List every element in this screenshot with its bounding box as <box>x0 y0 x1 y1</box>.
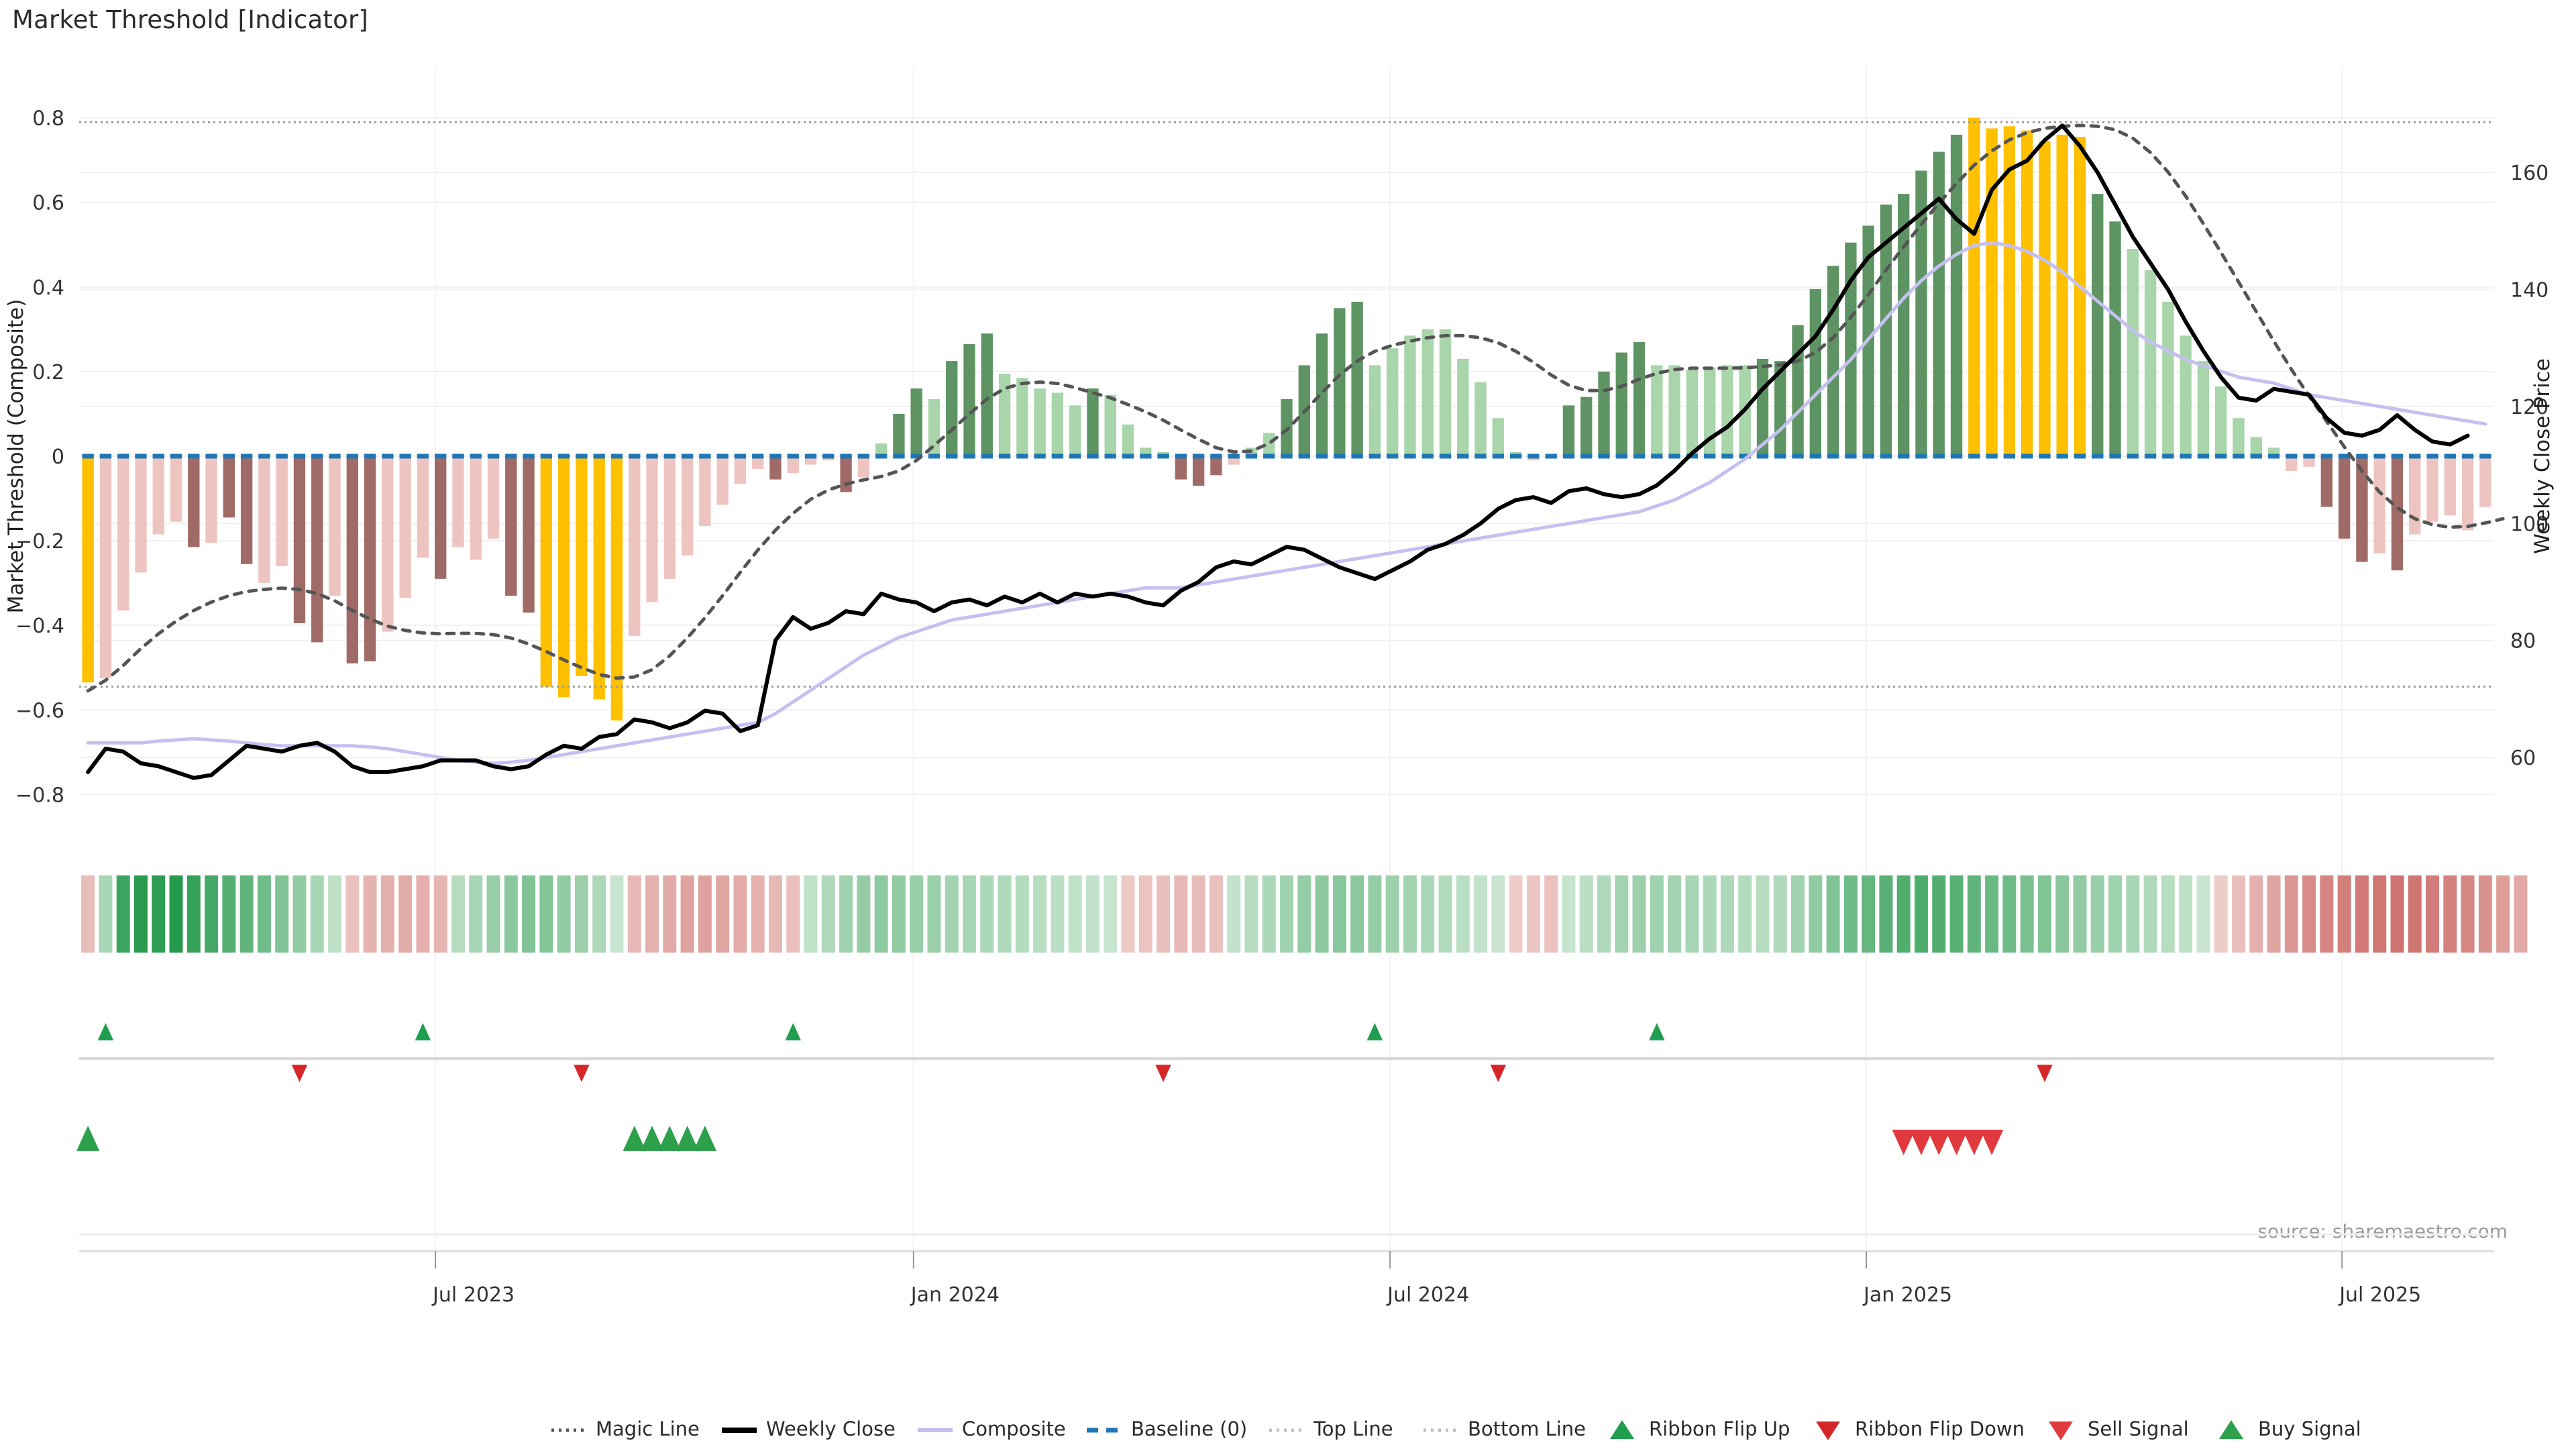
legend-label: Sell Signal <box>2088 1417 2189 1440</box>
legend-item[interactable]: Buy Signal <box>2219 1417 2361 1440</box>
y-axis-left-tick: 0 <box>52 445 64 469</box>
y-axis-left-tick: 0.6 <box>32 192 64 215</box>
legend-item[interactable]: Sell Signal <box>2049 1417 2189 1440</box>
ribbon-flip-down-marker <box>2037 1065 2053 1082</box>
magic-line-series <box>86 123 2505 693</box>
signal-markers <box>76 1023 2053 1155</box>
axes-labels: 0.8 0.6 0.4 0.2 0 −0.2 −0.4 −0.6 −0.8 160 140 120 10… <box>4 107 2555 1307</box>
buy-signal-marker <box>640 1126 664 1151</box>
y-axis-left-tick: 0.8 <box>32 107 64 131</box>
ribbon-flip-down-marker <box>1155 1065 1171 1082</box>
legend-item[interactable]: Top Line <box>1269 1417 1393 1440</box>
ribbon-flip-down-marker <box>1490 1065 1507 1082</box>
composite-bars <box>82 117 2491 721</box>
chart-legend: Magic Line Weekly Close Composite Baseline … <box>551 1417 2361 1440</box>
legend-triangle-up-icon <box>2219 1420 2243 1439</box>
sell-signal-marker <box>1945 1130 1968 1155</box>
sell-signal-marker <box>1892 1130 1915 1155</box>
legend-item[interactable]: Ribbon Flip Up <box>1610 1417 1790 1440</box>
y-axis-left-tick: −0.6 <box>15 699 64 722</box>
ribbon-flip-up-marker <box>785 1023 801 1040</box>
composite-line-series <box>86 241 2487 765</box>
ribbon-flip-up-marker <box>1366 1023 1383 1040</box>
x-axis-tick: Jan 2025 <box>1862 1283 1952 1307</box>
source-attribution: source: sharemaestro.com <box>79 1220 2508 1242</box>
legend-label: Bottom Line <box>1468 1417 1586 1440</box>
y-axis-right-tick: 100 <box>2510 513 2548 536</box>
buy-signal-marker <box>658 1126 682 1151</box>
sell-signal-marker <box>1909 1130 1933 1155</box>
ribbon-flip-up-marker <box>97 1023 114 1040</box>
y-axis-right-tick: 80 <box>2510 630 2536 653</box>
y-axis-left-title: Market Threshold (Composite) <box>4 299 28 614</box>
sell-signal-marker <box>1962 1130 1986 1155</box>
y-axis-left-tick: −0.8 <box>15 784 64 807</box>
legend-triangle-down-icon <box>1816 1421 1840 1440</box>
page-title: Market Threshold [Indicator] <box>12 5 369 34</box>
x-axis-tick: Jul 2023 <box>431 1283 515 1307</box>
ribbon-flip-up-marker <box>1649 1023 1665 1040</box>
weekly-close-series <box>86 123 2470 780</box>
legend-label: Magic Line <box>596 1417 700 1440</box>
legend-label: Ribbon Flip Up <box>1649 1417 1790 1440</box>
y-axis-left-tick: 0.4 <box>32 276 64 300</box>
legend-label: Baseline (0) <box>1131 1417 1247 1440</box>
x-axis-tick: Jul 2025 <box>2338 1283 2421 1307</box>
y-axis-right-tick: 120 <box>2510 396 2548 419</box>
sell-signal-marker <box>1927 1130 1951 1155</box>
legend-item[interactable]: Magic Line <box>551 1417 700 1440</box>
legend-item[interactable]: Ribbon Flip Down <box>1816 1417 2025 1440</box>
y-axis-left-tick: 0.2 <box>32 361 64 384</box>
grid-lines <box>79 67 2494 1252</box>
y-axis-right-title: Weekly Close Price <box>2530 358 2555 554</box>
y-axis-right-tick: 140 <box>2510 278 2548 302</box>
legend-item[interactable]: Composite <box>918 1417 1066 1440</box>
sell-signal-marker <box>1980 1130 2004 1155</box>
y-axis-right-tick: 160 <box>2510 162 2548 185</box>
y-axis-right-tick: 60 <box>2510 747 2536 770</box>
ribbon-heatmap <box>81 875 2528 953</box>
legend-label: Ribbon Flip Down <box>1855 1417 2025 1440</box>
buy-signal-marker <box>693 1126 717 1151</box>
threshold-lines <box>79 121 2494 688</box>
legend-label: Composite <box>962 1417 1066 1440</box>
buy-signal-marker <box>623 1126 646 1151</box>
y-axis-left-tick: −0.4 <box>15 614 64 638</box>
legend-label: Buy Signal <box>2258 1417 2361 1440</box>
y-axis-left-tick: −0.2 <box>15 530 64 553</box>
ribbon-flip-down-marker <box>574 1065 590 1082</box>
legend-label: Top Line <box>1313 1417 1393 1440</box>
buy-signal-marker <box>76 1126 100 1151</box>
legend-triangle-down-icon <box>2049 1421 2073 1440</box>
legend-item[interactable]: Weekly Close <box>722 1417 896 1440</box>
source-label: source: sharemaestro.com <box>2258 1220 2508 1242</box>
legend-label: Weekly Close <box>766 1417 896 1440</box>
ribbon-flip-up-marker <box>415 1023 431 1040</box>
x-axis-tick: Jan 2024 <box>910 1283 1000 1307</box>
legend-triangle-up-icon <box>1610 1420 1634 1439</box>
ribbon-flip-down-marker <box>291 1065 308 1082</box>
x-axis-tick: Jul 2024 <box>1386 1283 1469 1307</box>
buy-signal-marker <box>676 1126 699 1151</box>
legend-item[interactable]: Bottom Line <box>1424 1417 1586 1440</box>
legend-item[interactable]: Baseline (0) <box>1087 1417 1247 1440</box>
